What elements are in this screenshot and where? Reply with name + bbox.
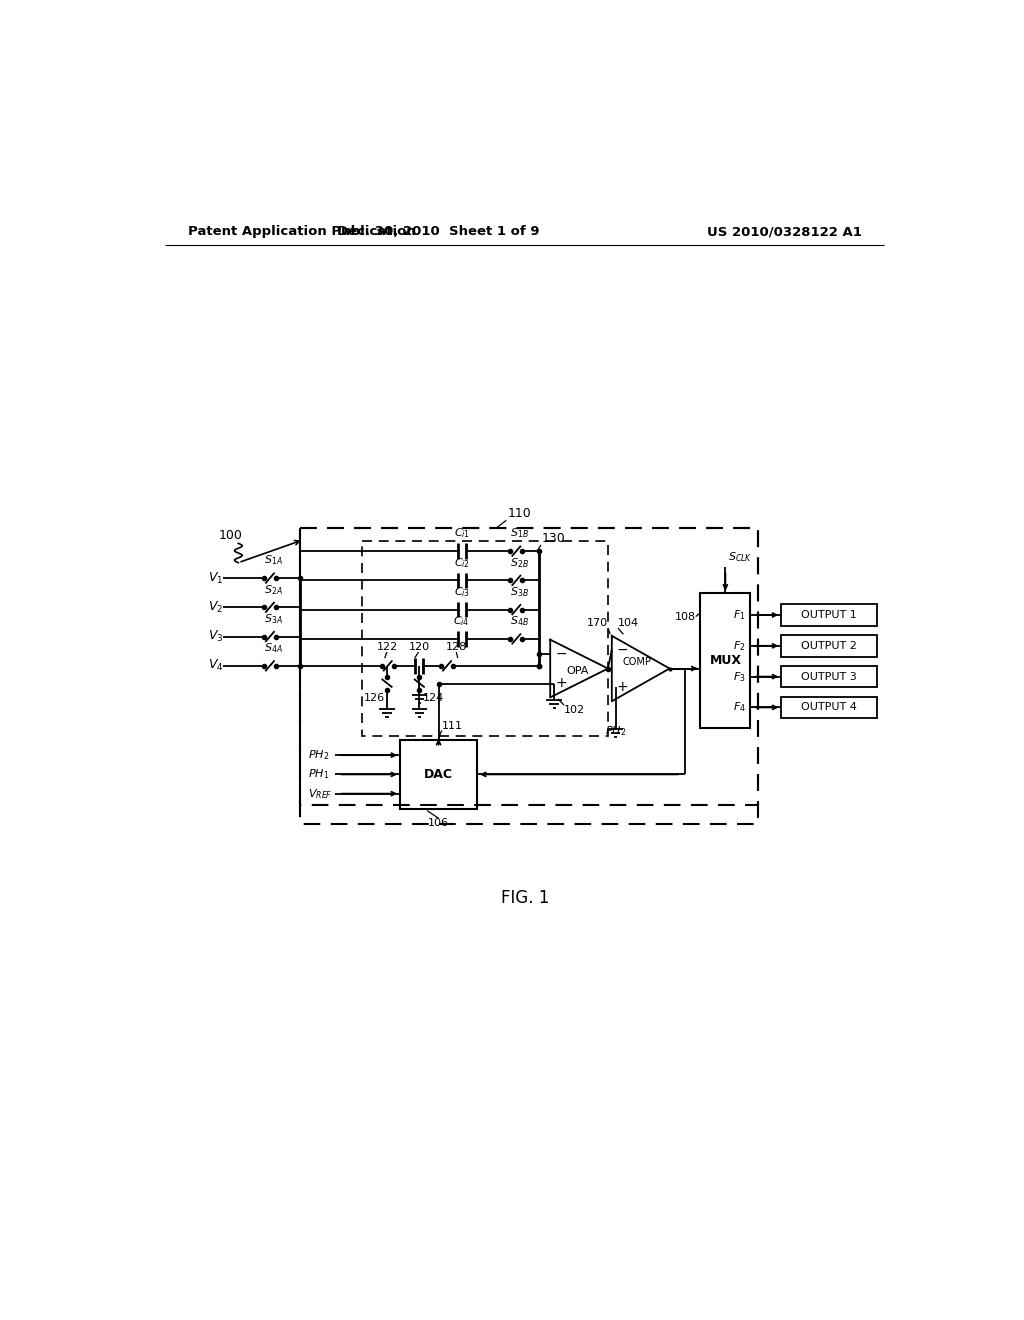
Text: $F_2$: $F_2$	[733, 639, 745, 652]
Text: OUTPUT 2: OUTPUT 2	[802, 640, 857, 651]
Text: OUTPUT 1: OUTPUT 1	[802, 610, 857, 620]
Text: $V_3$: $V_3$	[208, 630, 223, 644]
Text: $V_4$: $V_4$	[208, 659, 223, 673]
Text: 124: 124	[422, 693, 443, 704]
Text: $V_1$: $V_1$	[208, 570, 223, 586]
Text: $+$: $+$	[616, 680, 629, 693]
Text: $S_{3A}$: $S_{3A}$	[263, 612, 283, 626]
Text: $PH_2$: $PH_2$	[307, 748, 329, 762]
Text: $V_{REF}$: $V_{REF}$	[307, 787, 332, 800]
Text: $C_{i2}$: $C_{i2}$	[454, 556, 470, 570]
Text: $S_{1B}$: $S_{1B}$	[510, 527, 528, 540]
Text: $F_4$: $F_4$	[733, 701, 745, 714]
Text: $V_2$: $V_2$	[208, 599, 223, 615]
Text: 102: 102	[564, 705, 585, 715]
Text: $F_1$: $F_1$	[733, 609, 745, 622]
Text: OPA: OPA	[566, 665, 589, 676]
Bar	[781, 697, 878, 718]
Text: $S_{4B}$: $S_{4B}$	[510, 614, 528, 628]
Text: OUTPUT 4: OUTPUT 4	[802, 702, 857, 713]
Text: 108: 108	[675, 611, 695, 622]
Text: $S_{CLK}$: $S_{CLK}$	[728, 550, 753, 564]
Text: 104: 104	[617, 618, 639, 628]
Text: $+$: $+$	[555, 676, 567, 690]
Text: 110: 110	[508, 507, 531, 520]
Bar	[700, 594, 751, 729]
Text: MUX: MUX	[710, 655, 741, 668]
Text: $C_{i1}$: $C_{i1}$	[454, 527, 470, 540]
Bar	[300, 528, 758, 805]
Text: $S_{3B}$: $S_{3B}$	[510, 585, 528, 599]
Text: $C_{i4}$: $C_{i4}$	[454, 614, 470, 628]
Bar	[781, 665, 878, 688]
Text: 106: 106	[428, 818, 450, 828]
Text: $PH_1$: $PH_1$	[307, 767, 329, 781]
Text: OUTPUT 3: OUTPUT 3	[802, 672, 857, 681]
Text: COMP: COMP	[622, 657, 651, 668]
Bar	[300, 528, 758, 825]
Text: $C_{i3}$: $C_{i3}$	[454, 585, 470, 599]
Text: Dec. 30, 2010  Sheet 1 of 9: Dec. 30, 2010 Sheet 1 of 9	[337, 224, 540, 238]
Text: $PH_2$: $PH_2$	[605, 725, 627, 738]
Bar	[361, 541, 608, 737]
Text: 128: 128	[445, 642, 467, 652]
Text: 111: 111	[441, 721, 463, 730]
Text: 130: 130	[542, 532, 565, 545]
Text: 122: 122	[377, 642, 397, 652]
Text: $-$: $-$	[616, 642, 629, 656]
Text: $-$: $-$	[555, 645, 567, 660]
Text: Patent Application Publication: Patent Application Publication	[188, 224, 416, 238]
Text: US 2010/0328122 A1: US 2010/0328122 A1	[708, 224, 862, 238]
Bar	[400, 739, 477, 809]
Text: 170: 170	[587, 618, 608, 628]
Text: $F_3$: $F_3$	[733, 669, 745, 684]
Text: 120: 120	[409, 642, 430, 652]
Text: $S_{2B}$: $S_{2B}$	[510, 556, 528, 570]
Text: 126: 126	[364, 693, 385, 704]
Bar	[781, 635, 878, 656]
Text: $S_{2A}$: $S_{2A}$	[263, 582, 283, 597]
Text: $S_{1A}$: $S_{1A}$	[263, 553, 283, 568]
Text: DAC: DAC	[424, 768, 453, 781]
Bar	[781, 605, 878, 626]
Text: $S_{4A}$: $S_{4A}$	[263, 642, 283, 655]
Text: FIG. 1: FIG. 1	[501, 888, 549, 907]
Text: 100: 100	[219, 529, 243, 543]
